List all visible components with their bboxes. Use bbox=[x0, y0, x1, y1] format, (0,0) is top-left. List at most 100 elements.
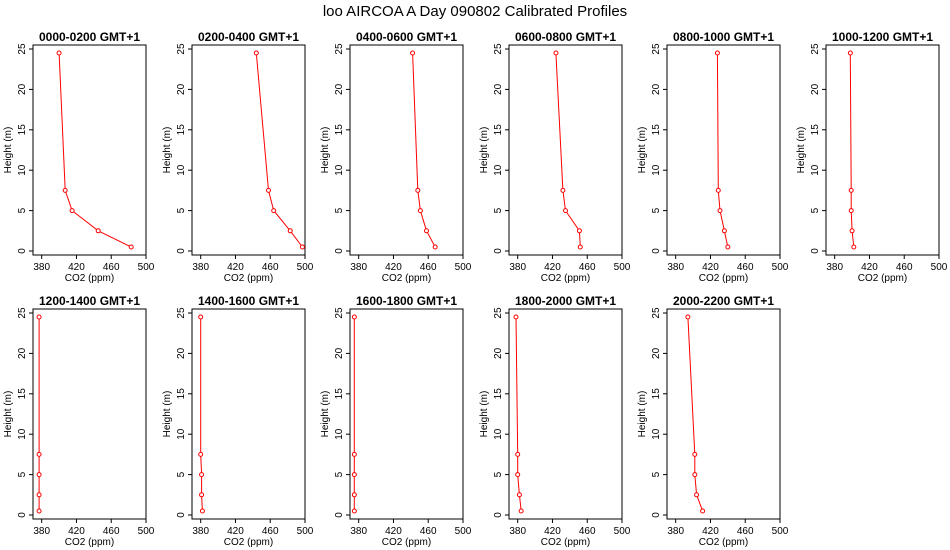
plot-frame bbox=[32, 308, 147, 520]
y-axis-label: Height (m) bbox=[479, 127, 490, 174]
plot-frame bbox=[349, 44, 464, 256]
x-tick-label: 500 bbox=[455, 262, 472, 273]
panel-title: 0800-1000 GMT+1 bbox=[673, 30, 774, 44]
y-tick-label: 10 bbox=[493, 164, 504, 176]
y-tick-label: 15 bbox=[334, 388, 345, 400]
y-tick-label: 15 bbox=[493, 124, 504, 136]
data-point bbox=[36, 472, 42, 478]
panel-9: 1600-1800 GMT+1 380 420 460 500 0 5 10 15 20 25 CO2… bbox=[320, 294, 472, 548]
y-tick-label: 5 bbox=[17, 207, 28, 213]
plot-frame bbox=[191, 308, 306, 520]
x-axis-label: CO2 (ppm) bbox=[541, 537, 590, 548]
y-tick-label: 10 bbox=[176, 164, 187, 176]
x-tick-label: 420 bbox=[227, 526, 244, 537]
y-tick-label: 15 bbox=[17, 388, 28, 400]
data-point bbox=[516, 492, 522, 498]
profile-line bbox=[849, 52, 855, 248]
y-tick-label: 25 bbox=[493, 43, 504, 55]
y-axis-label: Height (m) bbox=[162, 391, 173, 438]
plot-frame bbox=[191, 44, 306, 256]
profile-line bbox=[412, 52, 436, 248]
y-tick-label: 5 bbox=[334, 471, 345, 477]
y-tick-label: 15 bbox=[334, 124, 345, 136]
data-point bbox=[518, 508, 524, 514]
data-point bbox=[199, 472, 205, 478]
y-tick-label: 5 bbox=[651, 471, 662, 477]
x-tick-label: 460 bbox=[737, 526, 754, 537]
data-point bbox=[415, 187, 421, 193]
x-tick-label: 500 bbox=[614, 526, 631, 537]
x-tick-label: 380 bbox=[509, 526, 526, 537]
plot-frame bbox=[825, 44, 940, 256]
y-tick-label: 20 bbox=[17, 83, 28, 95]
panel-8: 1400-1600 GMT+1 380 420 460 500 0 5 10 15 20 25 CO2… bbox=[162, 294, 314, 548]
data-point bbox=[515, 451, 521, 457]
y-tick-label: 5 bbox=[334, 207, 345, 213]
y-tick-label: 25 bbox=[17, 43, 28, 55]
panel-title: 0600-0800 GMT+1 bbox=[515, 30, 616, 44]
y-tick-label: 0 bbox=[17, 248, 28, 254]
data-point bbox=[685, 314, 691, 320]
y-tick-label: 0 bbox=[651, 248, 662, 254]
y-tick-label: 0 bbox=[17, 512, 28, 518]
y-tick-label: 0 bbox=[334, 512, 345, 518]
data-point bbox=[553, 50, 559, 56]
panel-title: 1000-1200 GMT+1 bbox=[832, 30, 933, 44]
data-point bbox=[351, 314, 357, 320]
x-tick-label: 500 bbox=[297, 262, 314, 273]
data-point bbox=[271, 208, 277, 214]
y-tick-label: 0 bbox=[493, 248, 504, 254]
data-point bbox=[198, 314, 204, 320]
data-point bbox=[198, 451, 204, 457]
x-tick-label: 460 bbox=[262, 262, 279, 273]
x-axis-label: CO2 (ppm) bbox=[699, 273, 748, 284]
y-tick-label: 10 bbox=[17, 428, 28, 440]
y-tick-label: 20 bbox=[176, 83, 187, 95]
panel-5: 0800-1000 GMT+1 380 420 460 500 0 5 10 15 20 25 CO2… bbox=[637, 30, 789, 284]
data-point bbox=[714, 50, 720, 56]
data-point bbox=[849, 228, 855, 234]
x-tick-label: 420 bbox=[68, 262, 85, 273]
data-point bbox=[299, 244, 305, 250]
y-axis-label: Height (m) bbox=[637, 391, 648, 438]
y-tick-label: 25 bbox=[810, 43, 821, 55]
y-tick-label: 20 bbox=[17, 347, 28, 359]
data-point bbox=[253, 50, 259, 56]
panel-title: 1200-1400 GMT+1 bbox=[39, 294, 140, 308]
y-tick-label: 15 bbox=[493, 388, 504, 400]
x-axis-label: CO2 (ppm) bbox=[699, 537, 748, 548]
x-tick-label: 460 bbox=[262, 526, 279, 537]
plot-frame bbox=[508, 308, 623, 520]
y-axis-label: Height (m) bbox=[320, 391, 331, 438]
data-point bbox=[36, 508, 42, 514]
data-point bbox=[692, 451, 698, 457]
data-point bbox=[265, 187, 271, 193]
y-tick-label: 5 bbox=[493, 207, 504, 213]
data-point bbox=[351, 508, 357, 514]
panel-title: 0400-0600 GMT+1 bbox=[356, 30, 457, 44]
data-point bbox=[36, 451, 42, 457]
y-tick-label: 25 bbox=[651, 43, 662, 55]
data-point bbox=[847, 50, 853, 56]
panel-11: 2000-2200 GMT+1 380 420 460 500 0 5 10 15 20 25 CO2… bbox=[637, 294, 789, 548]
data-point bbox=[351, 451, 357, 457]
x-tick-label: 460 bbox=[420, 526, 437, 537]
x-tick-label: 460 bbox=[579, 262, 596, 273]
data-point bbox=[410, 50, 416, 56]
x-tick-label: 460 bbox=[420, 262, 437, 273]
data-point bbox=[36, 492, 42, 498]
panel-1: 0000-0200 GMT+1 380 420 460 500 0 5 10 15 20 25 CO2… bbox=[3, 30, 155, 284]
y-tick-label: 25 bbox=[176, 307, 187, 319]
y-tick-label: 10 bbox=[810, 164, 821, 176]
panel-3: 0400-0600 GMT+1 380 420 460 500 0 5 10 15 20 25 CO2… bbox=[320, 30, 472, 284]
x-tick-label: 380 bbox=[667, 262, 684, 273]
x-tick-label: 380 bbox=[33, 262, 50, 273]
data-point bbox=[715, 187, 721, 193]
panel-title: 0200-0400 GMT+1 bbox=[198, 30, 299, 44]
y-tick-label: 10 bbox=[651, 428, 662, 440]
x-axis-label: CO2 (ppm) bbox=[224, 537, 273, 548]
y-axis-label: Height (m) bbox=[479, 391, 490, 438]
x-tick-label: 420 bbox=[544, 526, 561, 537]
y-axis-label: Height (m) bbox=[796, 127, 807, 174]
profile-line bbox=[200, 317, 203, 512]
